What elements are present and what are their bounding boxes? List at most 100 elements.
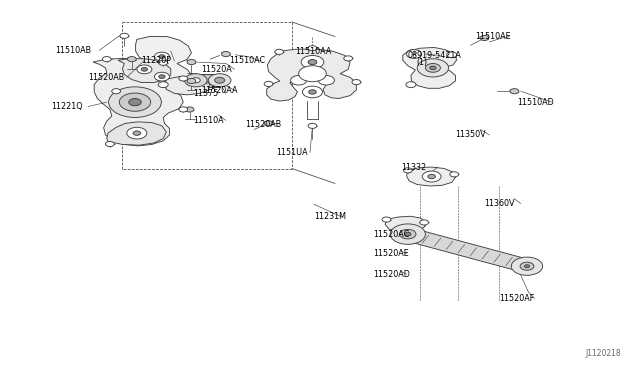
- Circle shape: [301, 55, 324, 68]
- Text: 11220P: 11220P: [141, 57, 172, 65]
- Circle shape: [154, 52, 170, 61]
- Text: 11520A: 11520A: [201, 65, 232, 74]
- Circle shape: [511, 257, 543, 275]
- Circle shape: [447, 52, 457, 58]
- Circle shape: [112, 89, 120, 94]
- Text: 11520AB: 11520AB: [244, 119, 281, 128]
- Text: J1120218: J1120218: [586, 349, 621, 358]
- Polygon shape: [403, 48, 457, 88]
- Circle shape: [102, 57, 111, 62]
- Circle shape: [187, 78, 196, 84]
- Circle shape: [127, 57, 136, 62]
- Polygon shape: [406, 167, 456, 186]
- Polygon shape: [196, 74, 220, 87]
- Circle shape: [426, 64, 440, 72]
- Circle shape: [291, 76, 307, 85]
- Circle shape: [159, 55, 165, 58]
- Polygon shape: [403, 228, 532, 272]
- Circle shape: [303, 86, 323, 98]
- Circle shape: [159, 60, 168, 65]
- Text: 11510AC: 11510AC: [229, 57, 265, 65]
- Text: 11510AD: 11510AD: [518, 98, 554, 107]
- Text: 11520AC: 11520AC: [372, 230, 409, 238]
- Circle shape: [403, 168, 412, 173]
- Text: 1151UA: 1151UA: [276, 148, 308, 157]
- Circle shape: [133, 131, 141, 135]
- Circle shape: [179, 76, 188, 81]
- Circle shape: [352, 80, 361, 85]
- Text: 11520AA: 11520AA: [201, 86, 237, 94]
- Circle shape: [141, 68, 148, 71]
- Circle shape: [520, 262, 534, 270]
- Polygon shape: [149, 79, 176, 90]
- Circle shape: [390, 224, 426, 244]
- Circle shape: [184, 74, 207, 87]
- Text: 11510A: 11510A: [193, 116, 224, 125]
- Circle shape: [404, 232, 411, 236]
- Circle shape: [127, 127, 147, 139]
- Circle shape: [382, 217, 391, 222]
- Circle shape: [191, 78, 200, 83]
- Polygon shape: [385, 216, 426, 231]
- Circle shape: [417, 59, 449, 77]
- Polygon shape: [165, 77, 211, 95]
- Circle shape: [209, 74, 231, 87]
- Circle shape: [187, 60, 196, 65]
- Circle shape: [129, 99, 141, 106]
- Circle shape: [158, 82, 168, 87]
- Circle shape: [179, 107, 188, 112]
- Circle shape: [214, 77, 225, 83]
- Circle shape: [344, 56, 353, 61]
- Polygon shape: [118, 58, 171, 83]
- Polygon shape: [136, 36, 191, 88]
- Circle shape: [154, 72, 170, 81]
- Text: 11510AA: 11510AA: [295, 46, 332, 55]
- Circle shape: [308, 123, 317, 128]
- Text: 11520AF: 11520AF: [499, 294, 534, 303]
- Circle shape: [428, 174, 435, 179]
- Text: 11360V: 11360V: [484, 199, 515, 208]
- Circle shape: [120, 33, 129, 38]
- Text: (1): (1): [417, 58, 428, 67]
- Text: W: W: [412, 52, 417, 57]
- Polygon shape: [107, 122, 166, 145]
- Text: 11520AE: 11520AE: [372, 249, 408, 258]
- Circle shape: [275, 49, 284, 54]
- Circle shape: [524, 265, 529, 268]
- Text: 11510AE: 11510AE: [476, 32, 511, 41]
- Text: 11510AB: 11510AB: [55, 46, 92, 55]
- Circle shape: [430, 66, 436, 70]
- Circle shape: [510, 89, 519, 94]
- Circle shape: [119, 93, 150, 111]
- Circle shape: [264, 81, 273, 86]
- Circle shape: [450, 172, 459, 177]
- Text: 11332: 11332: [401, 163, 427, 171]
- Circle shape: [308, 46, 317, 51]
- Text: 11221Q: 11221Q: [52, 102, 83, 111]
- Circle shape: [299, 66, 326, 82]
- Circle shape: [264, 121, 273, 126]
- Text: 11231M: 11231M: [314, 212, 346, 221]
- Text: 11520AD: 11520AD: [372, 270, 410, 279]
- Circle shape: [422, 171, 441, 182]
- Circle shape: [420, 220, 429, 225]
- Circle shape: [399, 230, 416, 239]
- Circle shape: [185, 107, 194, 112]
- Circle shape: [159, 75, 165, 78]
- Text: 11350V: 11350V: [456, 131, 486, 140]
- Circle shape: [406, 49, 422, 58]
- Polygon shape: [93, 58, 183, 146]
- Circle shape: [221, 51, 230, 57]
- Circle shape: [308, 90, 316, 94]
- Circle shape: [408, 49, 418, 55]
- Text: 11375: 11375: [193, 89, 218, 98]
- Circle shape: [406, 82, 416, 87]
- Circle shape: [109, 87, 161, 118]
- Polygon shape: [267, 49, 356, 101]
- Circle shape: [318, 76, 335, 85]
- Circle shape: [106, 141, 115, 147]
- Text: 11520AB: 11520AB: [88, 73, 124, 82]
- Circle shape: [137, 65, 152, 74]
- Circle shape: [308, 60, 317, 65]
- Circle shape: [480, 35, 489, 41]
